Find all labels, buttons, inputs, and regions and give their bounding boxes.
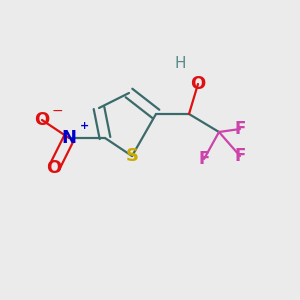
- Text: −: −: [52, 104, 63, 118]
- Text: F: F: [234, 147, 246, 165]
- Text: O: O: [46, 159, 62, 177]
- Text: F: F: [198, 150, 210, 168]
- Text: H: H: [174, 56, 186, 70]
- Text: O: O: [190, 75, 206, 93]
- Text: F: F: [234, 120, 246, 138]
- Text: S: S: [125, 147, 139, 165]
- Text: O: O: [34, 111, 50, 129]
- Text: N: N: [61, 129, 76, 147]
- Text: +: +: [80, 121, 88, 131]
